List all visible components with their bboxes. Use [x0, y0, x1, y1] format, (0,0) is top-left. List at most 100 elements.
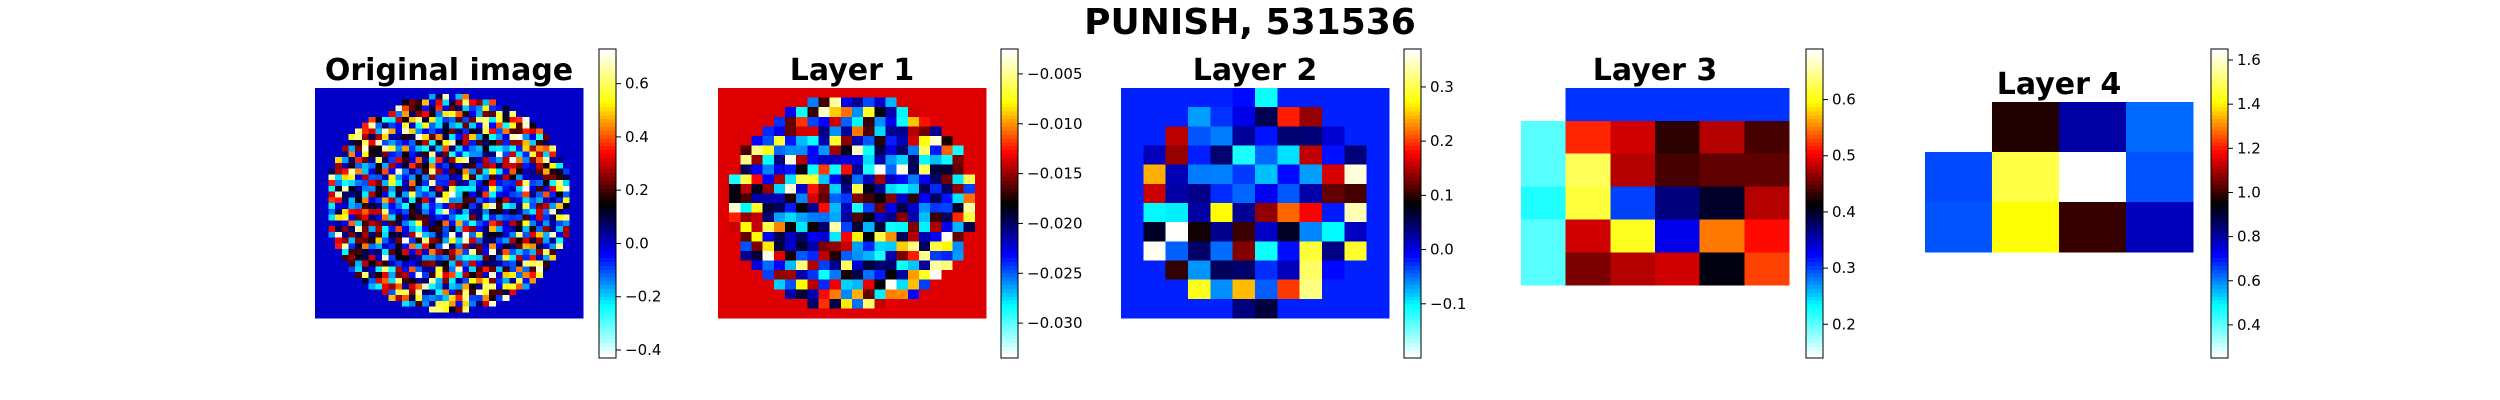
heatmap-cell	[348, 214, 356, 221]
colorbar-step	[1001, 188, 1018, 193]
heatmap-cell	[382, 272, 390, 279]
heatmap	[1925, 102, 2194, 253]
heatmap-cell	[482, 220, 490, 227]
heatmap-cell	[509, 99, 517, 106]
heatmap-cell	[852, 97, 864, 108]
heatmap-cell	[442, 220, 450, 227]
heatmap-cell	[556, 300, 564, 308]
heatmap-cell	[402, 105, 410, 112]
heatmap-cell	[449, 99, 457, 106]
colorbar-step	[1806, 245, 1823, 251]
heatmap-cell	[1255, 107, 1278, 127]
heatmap-cell	[361, 266, 370, 273]
heatmap-cell	[762, 231, 775, 242]
colorbar-step	[1404, 234, 1421, 239]
heatmap-cell	[361, 168, 370, 175]
heatmap-cell	[556, 185, 564, 193]
heatmap-cell	[807, 260, 820, 271]
colorbar-step	[1806, 226, 1823, 232]
heatmap-cell	[382, 162, 390, 170]
heatmap-cell	[315, 191, 323, 198]
colorbar-step	[1806, 249, 1823, 255]
heatmap-cell	[874, 241, 887, 252]
heatmap-cell	[449, 111, 457, 118]
heatmap-cell	[442, 300, 450, 308]
heatmap-cell	[415, 289, 423, 296]
heatmap-cell	[328, 260, 336, 267]
heatmap-cell	[395, 249, 403, 256]
heatmap-cell	[388, 254, 396, 262]
heatmap-cell	[348, 122, 356, 129]
heatmap-cell	[315, 272, 323, 279]
heatmap-cell	[328, 237, 336, 244]
heatmap-cell	[807, 174, 820, 185]
heatmap-cell	[341, 197, 350, 204]
heatmap-cell	[1992, 202, 2060, 253]
colorbar-step	[599, 330, 616, 336]
colorbar-step	[1806, 118, 1823, 123]
heatmap-cell	[382, 191, 390, 198]
heatmap-cell	[549, 208, 557, 216]
heatmap-cell	[442, 168, 450, 175]
heatmap-cell	[1322, 107, 1345, 127]
heatmap-cell	[930, 279, 942, 290]
heatmap-cell	[542, 134, 551, 141]
heatmap-cell	[321, 266, 329, 273]
heatmap-cell	[569, 260, 577, 267]
colorbar-step	[1404, 64, 1421, 69]
heatmap-cell	[395, 180, 403, 187]
heatmap-cell	[818, 135, 831, 147]
heatmap-cell	[576, 208, 584, 216]
heatmap-cell	[562, 180, 571, 187]
heatmap-cell	[388, 266, 396, 273]
heatmap-cell	[796, 250, 808, 262]
colorbar-step	[2211, 265, 2228, 270]
heatmap-cell	[388, 312, 396, 319]
heatmap-cell	[361, 208, 370, 216]
heatmap-cell	[469, 145, 477, 152]
heatmap-cell	[896, 174, 909, 185]
heatmap-cell	[388, 180, 396, 187]
heatmap-cell	[509, 306, 517, 313]
colorbar-step	[1806, 307, 1823, 313]
colorbar-step	[2211, 242, 2228, 247]
heatmap-cell	[495, 162, 504, 170]
heatmap-cell	[469, 93, 477, 101]
heatmap-cell	[919, 164, 931, 175]
heatmap-cell	[402, 134, 410, 141]
heatmap-cell	[408, 168, 417, 175]
panel-3: Layer 2−0.10.00.10.20.3	[1121, 48, 1466, 359]
heatmap-cell	[542, 168, 551, 175]
heatmap-cell	[963, 174, 976, 185]
colorbar-step	[1806, 126, 1823, 131]
heatmap-cell	[542, 283, 551, 290]
heatmap-cell	[428, 306, 437, 313]
heatmap-cell	[1165, 203, 1189, 223]
heatmap-cell	[1121, 88, 1144, 108]
heatmap-cell	[1744, 88, 1790, 122]
heatmap-cell	[569, 88, 577, 95]
heatmap-cell	[375, 99, 383, 106]
colorbar-step	[1001, 60, 1018, 66]
heatmap-cell	[335, 99, 343, 106]
heatmap-cell	[321, 93, 329, 101]
heatmap-cell	[361, 174, 370, 181]
colorbar-step	[2211, 257, 2228, 263]
heatmap-cell	[469, 277, 477, 285]
heatmap-cell	[361, 254, 370, 262]
heatmap-cell	[740, 250, 753, 262]
heatmap-cell	[395, 277, 403, 285]
colorbar-step	[1404, 261, 1421, 266]
heatmap-cell	[395, 157, 403, 164]
heatmap-cell	[516, 116, 524, 124]
heatmap-cell	[829, 212, 842, 223]
heatmap-cell	[475, 277, 484, 285]
heatmap-cell	[449, 243, 457, 250]
heatmap-cell	[315, 185, 323, 193]
heatmap-cell	[952, 289, 965, 300]
colorbar-step	[1404, 83, 1421, 89]
heatmap-cell	[382, 283, 390, 290]
heatmap-cell	[1232, 107, 1256, 127]
heatmap-cell	[549, 93, 557, 101]
colorbar-step	[1001, 141, 1018, 147]
